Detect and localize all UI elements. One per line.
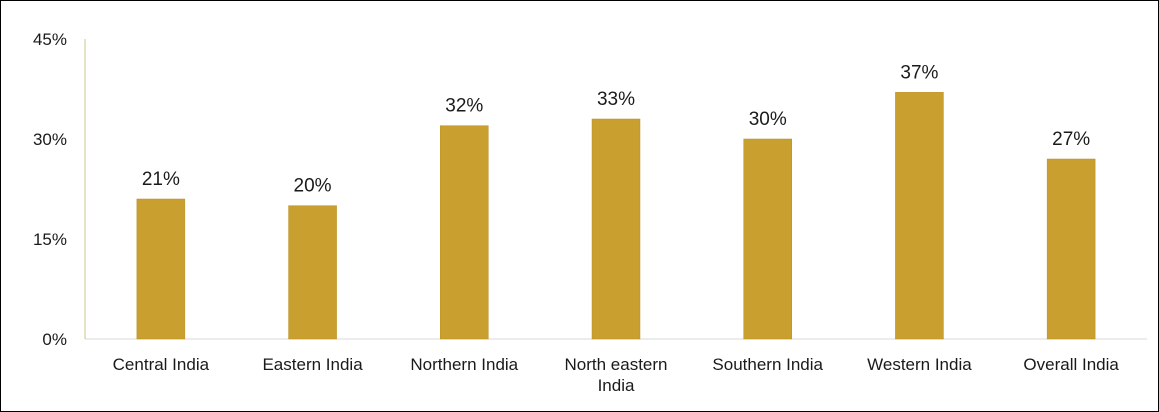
y-tick-label: 0%: [42, 330, 67, 349]
bar-0: [136, 198, 186, 340]
bars: [136, 92, 1096, 340]
bar-4: [743, 138, 792, 340]
x-axis-labels: Central India Eastern India Northern India…: [113, 355, 1120, 395]
bar-2: [440, 125, 489, 340]
bar-1: [288, 205, 337, 340]
data-label-1: 20%: [294, 176, 332, 197]
y-tick-label: 30%: [33, 130, 67, 149]
data-label-0: 21%: [142, 169, 180, 190]
bar-6: [1046, 158, 1096, 340]
data-labels: 21% 20% 32% 33% 30% 37% 27%: [142, 62, 1090, 196]
data-label-5: 37%: [900, 62, 938, 83]
data-label-3: 33%: [597, 89, 635, 110]
category-label: Overall India: [1023, 355, 1119, 374]
category-label: Northern India: [410, 355, 518, 374]
y-tick-label: 45%: [33, 30, 67, 49]
data-label-4: 30%: [749, 109, 787, 130]
category-label: Eastern India: [262, 355, 363, 374]
category-label: India: [598, 376, 635, 395]
category-label: Southern India: [712, 355, 823, 374]
y-axis: 0% 15% 30% 45%: [33, 30, 1147, 349]
category-label: Western India: [867, 355, 972, 374]
category-label: Central India: [113, 355, 210, 374]
bar-5: [895, 92, 944, 340]
category-label: North eastern: [565, 355, 668, 374]
data-label-2: 32%: [445, 96, 483, 117]
data-label-6: 27%: [1052, 129, 1090, 150]
bar-3: [591, 118, 641, 340]
y-tick-label: 15%: [33, 230, 67, 249]
